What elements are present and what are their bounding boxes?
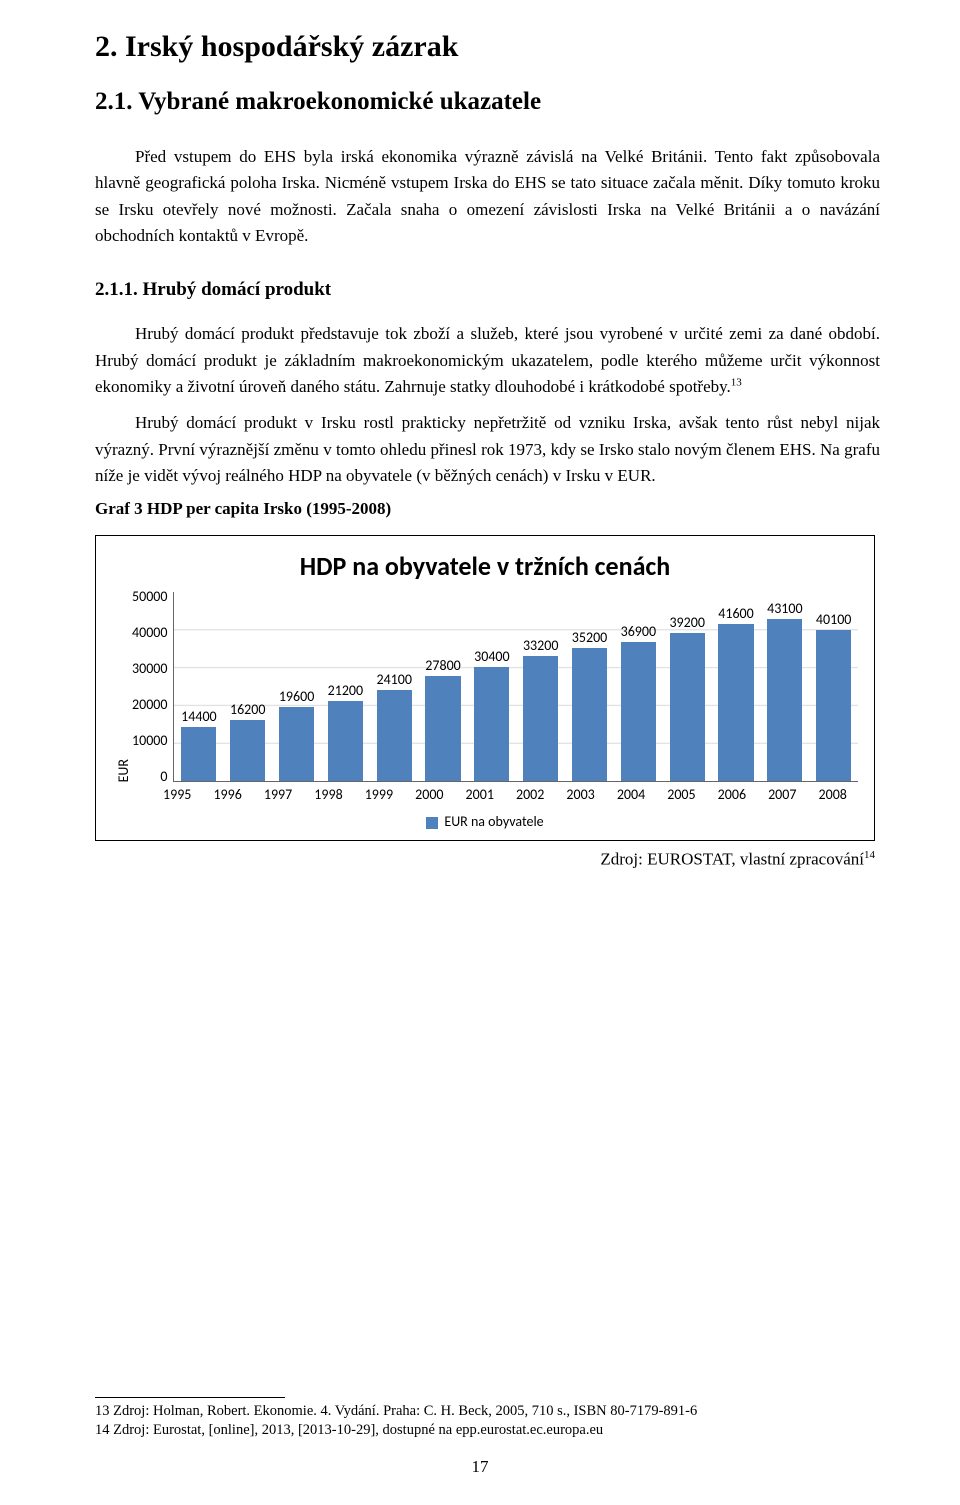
heading-section: 2.1. Vybrané makroekonomické ukazatele <box>95 88 880 116</box>
chart-bar-value-label: 21200 <box>328 682 363 699</box>
chart-bar-slot: 35200 <box>565 592 614 781</box>
chart-bar-slot: 19600 <box>272 592 321 781</box>
footnote-ref-13: 13 <box>731 376 742 388</box>
chart-x-tick: 2001 <box>455 786 505 803</box>
chart-x-tick: 2008 <box>807 786 857 803</box>
footnote-rule <box>95 1397 285 1398</box>
chart-container: HDP na obyvatele v tržních cenách EUR 50… <box>95 535 875 841</box>
footnote-ref-14: 14 <box>864 849 875 861</box>
chart-x-tick: 1997 <box>253 786 303 803</box>
chart-bar-slot: 39200 <box>663 592 712 781</box>
page-number: 17 <box>0 1457 960 1477</box>
chart-bar-slot: 27800 <box>419 592 468 781</box>
chart-x-axis: 1995199619971998199920002001200220032004… <box>112 786 858 803</box>
chart-caption: Graf 3 HDP per capita Irsko (1995-2008) <box>95 499 880 519</box>
chart-bar-value-label: 24100 <box>376 671 411 688</box>
chart-bar <box>718 624 753 781</box>
chart-y-tick: 30000 <box>132 664 167 674</box>
chart-x-tick: 1995 <box>152 786 202 803</box>
legend-label: EUR na obyvatele <box>444 813 543 830</box>
chart-bar <box>181 727 216 781</box>
chart-bar-slot: 41600 <box>712 592 761 781</box>
chart-bar-slot: 30400 <box>467 592 516 781</box>
chart-x-tick: 2003 <box>555 786 605 803</box>
chart-bar-slot: 16200 <box>223 592 272 781</box>
chart-x-tick: 2002 <box>505 786 555 803</box>
chart-bar-value-label: 19600 <box>279 688 314 705</box>
chart-y-axis-ticks: 50000 40000 30000 20000 10000 0 <box>132 592 173 782</box>
chart-x-tick: 1998 <box>303 786 353 803</box>
chart-bar <box>670 633 705 781</box>
chart-plot-row: EUR 50000 40000 30000 20000 10000 0 14400 1620… <box>112 592 858 782</box>
chart-bar-slot: 33200 <box>516 592 565 781</box>
chart-bar-value-label: 43100 <box>767 600 802 617</box>
chart-bar <box>425 676 460 781</box>
chart-source: Zdroj: EUROSTAT, vlastní zpracování14 <box>95 849 875 870</box>
chart-bar <box>279 707 314 781</box>
legend-swatch-icon <box>426 817 438 829</box>
chart-x-tick: 1996 <box>202 786 252 803</box>
chart-bar-value-label: 39200 <box>669 614 704 631</box>
paragraph-1: Před vstupem do EHS byla irská ekonomika… <box>95 144 880 249</box>
chart-y-axis-label: EUR <box>112 759 132 782</box>
footnote-13: 13 Zdroj: Holman, Robert. Ekonomie. 4. V… <box>95 1402 880 1422</box>
chart-x-tick: 1999 <box>354 786 404 803</box>
chart-bar <box>377 690 412 781</box>
chart-bar-value-label: 35200 <box>572 629 607 646</box>
chart-plot-area: 14400 16200 19600 21200 24100 27800 30400 33200… <box>173 592 858 782</box>
chart-bar-slot: 14400 <box>174 592 223 781</box>
chart-y-tick: 10000 <box>132 736 167 746</box>
chart-bar-slot: 40100 <box>809 592 858 781</box>
chart-bar-value-label: 27800 <box>425 657 460 674</box>
chart-bar-slot: 43100 <box>760 592 809 781</box>
heading-subsection: 2.1.1. Hrubý domácí produkt <box>95 279 880 301</box>
chart-bar-value-label: 41600 <box>718 605 753 622</box>
chart-bar <box>328 701 363 781</box>
chart-bar <box>474 667 509 782</box>
chart-x-tick: 2004 <box>606 786 656 803</box>
chart-title: HDP na obyvatele v tržních cenách <box>112 550 858 582</box>
chart-bar <box>523 656 558 781</box>
chart-bar-value-label: 36900 <box>621 623 656 640</box>
chart-x-tick: 2007 <box>757 786 807 803</box>
chart-bar-value-label: 30400 <box>474 648 509 665</box>
chart-bar-slot: 24100 <box>370 592 419 781</box>
chart-source-text: Zdroj: EUROSTAT, vlastní zpracování <box>600 850 864 869</box>
paragraph-3: Hrubý domácí produkt v Irsku rostl prakt… <box>95 410 880 489</box>
chart-x-tick: 2000 <box>404 786 454 803</box>
heading-chapter: 2. Irský hospodářský zázrak <box>95 30 880 64</box>
chart-bar-slot: 36900 <box>614 592 663 781</box>
chart-bar <box>621 642 656 781</box>
document-page: 2. Irský hospodářský zázrak 2.1. Vybrané… <box>0 0 960 1505</box>
chart-bar <box>816 630 851 782</box>
chart-bar <box>572 648 607 781</box>
paragraph-2-text: Hrubý domácí produkt představuje tok zbo… <box>95 324 880 396</box>
chart-bar-value-label: 33200 <box>523 637 558 654</box>
chart-y-tick: 50000 <box>132 592 167 602</box>
chart-y-tick: 20000 <box>132 700 167 710</box>
chart-y-tick: 0 <box>160 772 167 782</box>
chart-x-tick: 2005 <box>656 786 706 803</box>
chart-bar <box>230 720 265 781</box>
paragraph-2: Hrubý domácí produkt představuje tok zbo… <box>95 321 880 400</box>
footnotes-block: 13 Zdroj: Holman, Robert. Ekonomie. 4. V… <box>95 1397 880 1441</box>
chart-bar <box>767 619 802 782</box>
chart-bar-value-label: 40100 <box>816 611 851 628</box>
chart-legend: EUR na obyvatele <box>112 813 858 830</box>
chart-bar-value-label: 16200 <box>230 701 265 718</box>
chart-x-tick: 2006 <box>707 786 757 803</box>
footnote-14: 14 Zdroj: Eurostat, [online], 2013, [201… <box>95 1421 880 1441</box>
chart-bar-value-label: 14400 <box>181 708 216 725</box>
chart-y-tick: 40000 <box>132 628 167 638</box>
chart-bar-slot: 21200 <box>321 592 370 781</box>
